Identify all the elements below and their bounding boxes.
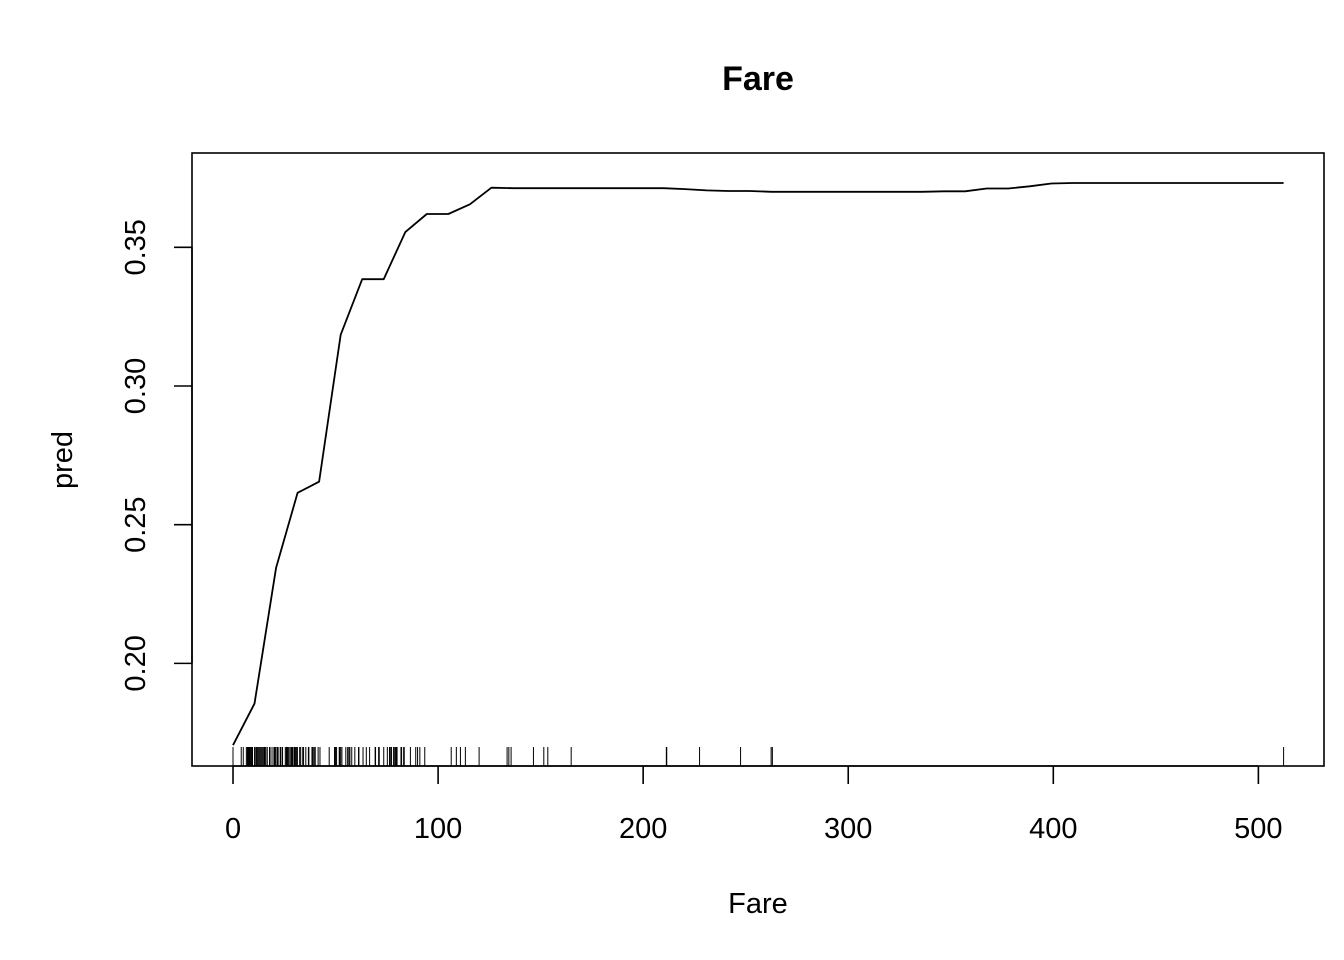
chart-title: Fare — [722, 60, 794, 98]
x-tick-label: 0 — [225, 813, 241, 845]
x-tick-label: 500 — [1234, 813, 1282, 845]
y-tick-label: 0.30 — [120, 358, 152, 414]
x-tick-label: 300 — [824, 813, 872, 845]
y-axis: 0.20 0.25 0.30 0.35 — [120, 219, 193, 692]
x-tick-label: 400 — [1029, 813, 1077, 845]
x-tick-label: 100 — [414, 813, 462, 845]
rug — [232, 747, 1285, 766]
plot-frame — [191, 152, 1325, 767]
series — [232, 182, 1284, 746]
x-tick-label: 200 — [619, 813, 667, 845]
y-axis-label: pred — [47, 431, 79, 489]
x-axis: 0 100 200 300 400 500 — [225, 765, 1283, 845]
y-tick-label: 0.20 — [120, 635, 152, 691]
x-axis-label: Fare — [728, 888, 788, 920]
y-tick-label: 0.25 — [120, 496, 152, 552]
series-line — [232, 182, 1284, 746]
y-tick-label: 0.35 — [120, 219, 152, 275]
